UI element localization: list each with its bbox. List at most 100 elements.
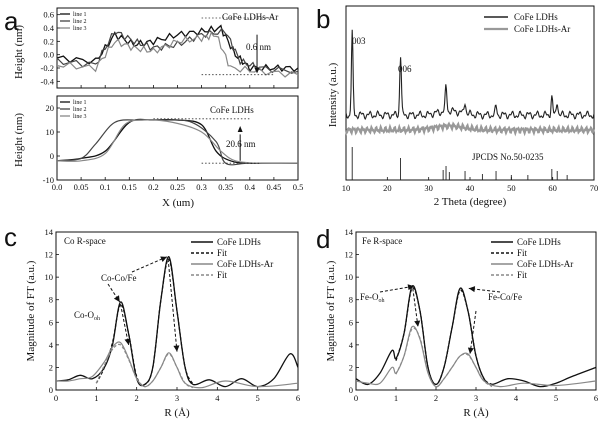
panel-a-top-title: CoFe LDHs-Ar	[222, 12, 278, 22]
panel-c-ytick-label: 12	[45, 250, 54, 260]
panel-d-arrow-fe-cofe-ar	[469, 310, 477, 354]
panel-a-top-series-3	[56, 31, 299, 78]
panel-b-xtick-label: 40	[466, 183, 475, 193]
panel-a-top-ytick-label: -0.2	[41, 63, 54, 73]
panel-c-title: Co R-space	[64, 236, 106, 246]
panel-d-xtick-label: 2	[434, 393, 438, 403]
panel-c-series-4	[95, 343, 194, 389]
panel-d-xtick-label: 1	[394, 393, 398, 403]
panel-a-bottom-ytick-label: 20	[46, 103, 55, 113]
panel-d-arrow-fe-o-head	[407, 284, 414, 291]
panel-a-top-legend-label: line 3	[73, 26, 87, 32]
panel-d-legend-label: CoFe LDHs-Ar	[517, 259, 573, 269]
panel-d-arrows	[379, 284, 501, 354]
panel-d-ytick-label: 14	[345, 227, 354, 237]
panel-c-xtick-label: 4	[215, 393, 220, 403]
panel-b-xtick-label: 70	[590, 183, 599, 193]
panel-a-xtick-label: 0.5	[293, 182, 304, 192]
panel-a-bottom-plot	[56, 118, 299, 166]
panel-c-xtick-label: 3	[175, 393, 179, 403]
panel-d-title: Fe R-space	[362, 236, 402, 246]
panel-a-bottom-frame	[56, 95, 299, 181]
panel-b-xticks: 10 20 30 40 50 60 70	[342, 177, 599, 193]
panel-c-ylabel: Magnitude of FT (a.u.)	[25, 260, 37, 361]
panel-d-series-2	[395, 287, 493, 386]
panel-c-arrow-ar-first	[120, 304, 130, 345]
panel-d-legend-label: Fit	[517, 248, 528, 258]
panel-a-top-arrowhead	[254, 68, 260, 74]
panel-a-xtick-label: 0.0	[52, 182, 63, 192]
panel-d-xtick-label: 3	[474, 393, 478, 403]
panel-a-top-annotation: 0.6 nm	[246, 42, 271, 52]
panel-d-arrow-fe-cofe-head	[468, 286, 476, 293]
panel-b-legend: CoFe LDHs CoFe LDHs-Ar	[484, 12, 570, 34]
panel-a-top-ytick-label: 0.0	[43, 50, 54, 60]
panel-a-bottom-series-2	[56, 119, 298, 166]
panel-a-top-ytick-label: -0.4	[41, 76, 55, 86]
panel-c-arrow-co-cofe-to-second-head	[160, 256, 167, 262]
panel-c-legend-label: Fit	[217, 270, 228, 280]
panel-a-bottom-ylabel: Height (nm)	[13, 113, 25, 167]
panel-c-ytick-label: 0	[49, 385, 53, 395]
panel-b-xtick-label: 10	[342, 183, 351, 193]
panel-b-xtick-label: 20	[383, 183, 392, 193]
panel-a-bottom-title: CoFe LDHs	[210, 105, 254, 115]
panel-a-top-yticks: 0.6 0.4 0.2 0.0 -0.2 -0.4	[41, 10, 60, 86]
panel-c-arrows	[107, 256, 180, 352]
panel-c-yticks: 0 2 4 6 8 10 12 14	[45, 227, 59, 395]
panel-c-annotation-co-o: Co-Ooh	[74, 310, 100, 322]
panel-c-ytick-label: 8	[49, 295, 53, 305]
panel-c-legend-label: CoFe LDHs	[217, 237, 261, 247]
panel-c-arrow-ar-second-head	[173, 345, 180, 352]
panel-b-legend-label: CoFe LDHs-Ar	[514, 24, 570, 34]
panel-a-xtick-label: 0.4	[244, 182, 255, 192]
panel-b-ylabel: Intensity (a.u.)	[327, 62, 339, 127]
panel-a-xtick-label: 0.2	[148, 182, 159, 192]
panel-c-xticks: 0 1 2 3 4 5 6	[54, 387, 300, 403]
panel-a-bottom-ytick-label: 0	[50, 151, 54, 161]
panel-a-xtick-label: 0.25	[170, 182, 185, 192]
panel-b-series-cofe-ldhs	[345, 29, 595, 121]
panel-d-xticks: 0 1 2 3 4 5 6	[354, 387, 598, 403]
panel-d-ylabel: Magnitude of FT (a.u.)	[325, 260, 337, 361]
panel-d-arrow-fe-o-ar-head	[414, 320, 421, 327]
panel-c-legend-label: Fit	[217, 248, 228, 258]
panel-a-bottom-series-3	[56, 119, 299, 164]
panel-a-bottom-legend-label: line 3	[73, 114, 87, 120]
panel-b-peak-003: 003	[352, 36, 366, 46]
panel-d-ytick-label: 4	[349, 340, 354, 350]
panel-c-arrow-ar-second	[167, 259, 178, 352]
panel-a-xtick-label: 0.05	[74, 182, 89, 192]
panel-a-top-legend-label: line 2	[73, 19, 87, 25]
panel-c-xtick-label: 5	[256, 393, 260, 403]
panel-c-xtick-label: 1	[94, 393, 98, 403]
panel-b-series-cofe-ldhs-ar	[344, 121, 595, 137]
panel-d-xtick-label: 4	[514, 393, 519, 403]
panel-d-ytick-label: 0	[349, 385, 353, 395]
panel-a-bottom-ytick-label: 10	[46, 127, 55, 137]
panel-b-plot	[344, 29, 595, 180]
panel-a-bottom-annotation: 20.6 nm	[226, 139, 256, 149]
panel-a-xtick-label: 0.1	[100, 182, 111, 192]
panel-a-bottom-yticks: 20 10 0 -10	[43, 103, 60, 185]
panel-d-xlabel: R (Å)	[463, 407, 489, 419]
panel-d-annotation-fe-o: Fe-Ooh	[360, 292, 385, 304]
panel-d-annotation-fe-cofe: Fe-Co/Fe	[488, 292, 522, 302]
panel-letter-a: a	[4, 6, 19, 36]
panel-c-xtick-label: 6	[296, 393, 300, 403]
panel-d-ytick-label: 8	[349, 295, 353, 305]
panel-a-top-ytick-label: 0.2	[43, 36, 54, 46]
panel-b-legend-label: CoFe LDHs	[514, 12, 558, 22]
panel-c-arrow-co-cofe-to-first-head	[113, 295, 120, 302]
panel-c-arrow-ar-first-head	[124, 338, 131, 345]
panel-c-xlabel: R (Å)	[164, 407, 190, 419]
panel-d-arrow-fe-o-ar	[412, 288, 419, 327]
panel-a-bottom-legend-label: line 1	[73, 100, 87, 106]
panel-d-legend-label: CoFe LDHs	[517, 237, 561, 247]
panel-c-plot	[55, 256, 299, 389]
